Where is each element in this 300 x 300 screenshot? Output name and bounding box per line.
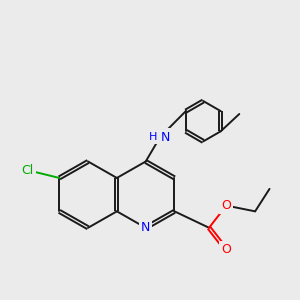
Text: N: N [141,221,150,234]
Text: N: N [160,130,170,143]
Text: H: H [149,132,157,142]
Text: Cl: Cl [22,164,34,177]
Text: O: O [221,243,231,256]
Text: O: O [221,199,231,212]
